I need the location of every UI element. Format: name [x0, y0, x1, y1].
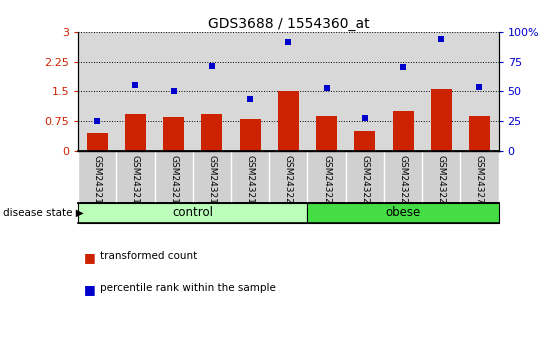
Point	[475, 85, 484, 90]
Text: GSM243226: GSM243226	[360, 155, 369, 209]
Point	[93, 118, 101, 124]
Text: GSM243216: GSM243216	[131, 155, 140, 210]
Text: GSM243225: GSM243225	[322, 155, 331, 209]
Bar	[87, 133, 108, 151]
Bar	[354, 131, 375, 151]
Bar	[307, 202, 499, 223]
Text: GSM243275: GSM243275	[475, 155, 484, 210]
Text: control: control	[172, 206, 213, 219]
Bar	[469, 116, 490, 151]
Bar	[431, 89, 452, 151]
Point	[131, 82, 140, 88]
Text: ■: ■	[84, 251, 95, 264]
Bar	[125, 114, 146, 151]
Bar	[392, 111, 413, 151]
Text: GSM243228: GSM243228	[437, 155, 446, 209]
Text: obese: obese	[385, 206, 420, 219]
Text: GSM243217: GSM243217	[169, 155, 178, 210]
Point	[208, 63, 216, 68]
Bar	[78, 202, 307, 223]
Point	[361, 115, 369, 121]
Bar	[278, 91, 299, 151]
Point	[246, 96, 254, 102]
Text: GSM243227: GSM243227	[398, 155, 407, 209]
Text: GSM243215: GSM243215	[93, 155, 102, 210]
Bar	[316, 116, 337, 151]
Text: percentile rank within the sample: percentile rank within the sample	[100, 283, 275, 293]
Text: transformed count: transformed count	[100, 251, 197, 261]
Text: disease state ▶: disease state ▶	[3, 208, 84, 218]
Text: GSM243218: GSM243218	[208, 155, 217, 210]
Text: GSM243219: GSM243219	[246, 155, 254, 210]
Point	[399, 65, 407, 70]
Point	[322, 86, 331, 91]
Text: ■: ■	[84, 283, 95, 296]
Point	[284, 39, 293, 45]
Bar	[202, 114, 223, 151]
Point	[169, 88, 178, 94]
Point	[437, 36, 446, 42]
Bar	[240, 119, 261, 151]
Bar	[163, 117, 184, 151]
Title: GDS3688 / 1554360_at: GDS3688 / 1554360_at	[208, 17, 369, 31]
Text: GSM243220: GSM243220	[284, 155, 293, 209]
